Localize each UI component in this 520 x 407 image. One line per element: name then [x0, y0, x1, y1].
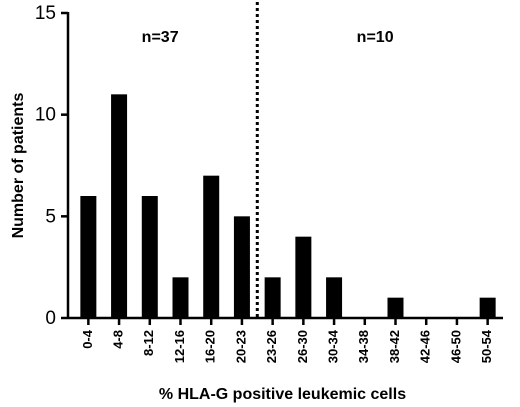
- x-axis-title: % HLA-G positive leukemic cells: [159, 386, 406, 403]
- bar-8-12: [141, 196, 158, 318]
- bar-16-20: [203, 175, 220, 318]
- x-tick-label: 26-30: [295, 330, 310, 363]
- bar-26-30: [295, 236, 312, 318]
- x-tick-label: 23-26: [264, 330, 279, 363]
- x-tick-label: 12-16: [172, 330, 187, 363]
- x-tick-label: 20-23: [233, 330, 248, 363]
- x-axis-ticks: 0-4 4-8 8-12 12-16 16-20 20-23 23-26 26-30 30-34…: [80, 318, 494, 363]
- y-axis-title: Number of patients: [10, 93, 27, 239]
- x-tick-label: 16-20: [203, 330, 218, 363]
- x-tick-label: 0-4: [80, 329, 95, 349]
- bar-12-16: [172, 277, 189, 318]
- bar-38-42: [387, 297, 404, 318]
- y-tick-label: 10: [35, 105, 56, 126]
- x-tick-label: 38-42: [387, 330, 402, 363]
- x-tick-label: 8-12: [141, 330, 156, 356]
- x-tick-label: 34-38: [356, 330, 371, 363]
- x-tick-label: 30-34: [326, 329, 341, 363]
- bar-30-34: [326, 277, 343, 318]
- bar-23-26: [264, 277, 281, 318]
- x-tick-label: 50-54: [479, 329, 494, 363]
- y-tick-label: 5: [45, 206, 56, 227]
- bar-50-54: [479, 297, 496, 318]
- bar-4-8: [111, 94, 128, 318]
- x-tick-label: 4-8: [111, 330, 126, 349]
- y-tick-label: 15: [35, 3, 56, 24]
- x-tick-label: 42-46: [418, 330, 433, 363]
- y-axis-ticks: 0 5 10 15: [35, 3, 68, 329]
- bars: [80, 94, 496, 318]
- annotation-left-group: n=37: [142, 29, 179, 46]
- bar-20-23: [233, 216, 250, 318]
- annotation-right-group: n=10: [357, 29, 394, 46]
- y-tick-label: 0: [45, 308, 56, 329]
- x-tick-label: 46-50: [448, 330, 463, 363]
- bar-0-4: [80, 196, 97, 318]
